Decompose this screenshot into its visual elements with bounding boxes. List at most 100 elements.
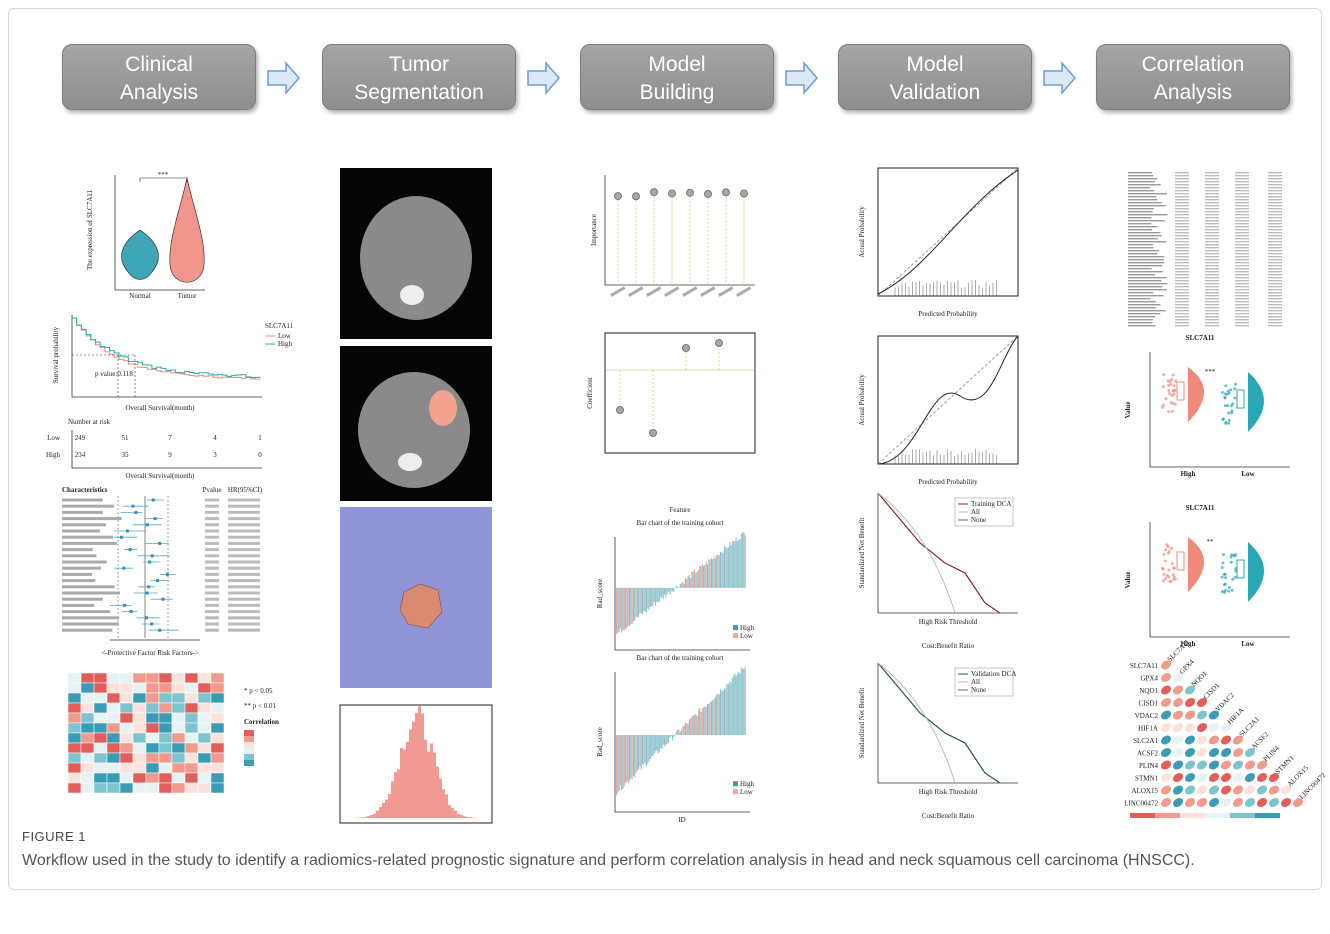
table-cell: [1235, 289, 1249, 290]
table-cell: [1175, 307, 1189, 308]
table-cell: [1205, 265, 1219, 266]
table-cell: [1175, 274, 1189, 275]
table-row: [1128, 229, 1152, 230]
heat-cell: [172, 673, 185, 683]
dot: [651, 189, 658, 196]
corr-key: [1155, 813, 1180, 818]
bar: [689, 719, 690, 735]
table-cell: [1235, 211, 1249, 212]
bar: [697, 572, 698, 588]
tick-text: [610, 286, 625, 297]
corr-cell: [1231, 784, 1245, 797]
jitter: [1228, 419, 1231, 422]
color-key: [244, 736, 254, 742]
row-text: [228, 604, 260, 607]
corr-cell: [1159, 734, 1173, 747]
table-row: [1128, 223, 1151, 224]
table-cell: [1268, 244, 1282, 245]
table-cell: [1205, 268, 1219, 269]
jitter: [1221, 590, 1224, 593]
heat-cell: [68, 773, 81, 783]
hist-bar: [364, 817, 367, 818]
table-cell: [1235, 184, 1249, 185]
bar: [643, 588, 644, 611]
heat-cell: [211, 753, 224, 763]
jitter: [1224, 589, 1227, 592]
dot: [669, 190, 676, 197]
table-cell: [1205, 286, 1219, 287]
bar: [632, 588, 633, 624]
heat-cell: [146, 733, 159, 743]
row-text: [205, 573, 219, 576]
bar: [628, 588, 629, 626]
ideal: [878, 336, 1018, 464]
row-text: [228, 610, 260, 613]
bar: [675, 735, 676, 736]
color-key: [244, 754, 254, 760]
bar: [740, 539, 741, 587]
heat-cell: [107, 783, 120, 793]
hist-bar: [424, 740, 427, 818]
table-cell: [1235, 175, 1249, 176]
corr-cell: [1207, 721, 1221, 734]
label: High: [46, 451, 61, 459]
corr-cell: [1183, 759, 1197, 772]
corr-cell: [1207, 734, 1221, 747]
bar: [725, 688, 726, 735]
table-cell: [1235, 304, 1249, 305]
label: LINC00472: [1124, 800, 1158, 808]
table-cell: [1175, 235, 1189, 236]
bar: [669, 735, 670, 738]
label: SLC7A11: [1130, 662, 1159, 670]
jitter: [1230, 411, 1233, 414]
hist-bar: [430, 743, 433, 818]
violin: [122, 230, 159, 280]
heat-cell: [211, 743, 224, 753]
table-cell: [1205, 271, 1219, 272]
hist-bar: [367, 816, 370, 818]
table-row: [1128, 187, 1150, 188]
bar: [629, 588, 630, 626]
table-cell: [1205, 256, 1219, 257]
table-row: [1128, 319, 1153, 320]
heat-cell: [211, 683, 224, 693]
table-row: [1128, 268, 1152, 269]
table-cell: [1175, 265, 1189, 266]
table-cell: [1268, 184, 1282, 185]
label: Low: [47, 434, 61, 442]
bar: [724, 546, 725, 588]
heat-cell: [185, 713, 198, 723]
table-cell: [1175, 175, 1189, 176]
label: Standardized Net Benefit: [858, 688, 866, 759]
table-cell: [1175, 325, 1189, 326]
corr-cell: [1195, 709, 1209, 722]
table-cell: [1268, 241, 1282, 242]
row-text: [205, 610, 219, 613]
ct-spine: [398, 453, 422, 471]
ideal: [878, 168, 1018, 296]
bar: [688, 724, 689, 735]
axis: [605, 175, 755, 285]
table-cell: [1235, 298, 1249, 299]
bar: [690, 718, 691, 735]
table-cell: [1205, 307, 1219, 308]
table-cell: [1268, 307, 1282, 308]
bar: [656, 735, 657, 750]
dot: [723, 189, 730, 196]
corr-cell: [1183, 746, 1197, 759]
table-cell: [1268, 235, 1282, 236]
label: None: [971, 686, 986, 694]
jitter: [1224, 422, 1227, 425]
heat-cell: [211, 713, 224, 723]
table-cell: [1205, 280, 1219, 281]
corr-cell: [1171, 746, 1185, 759]
hist-bar: [382, 803, 385, 818]
heat-cell: [133, 733, 146, 743]
table-cell: [1175, 184, 1189, 185]
heat-cell: [133, 693, 146, 703]
hist-bar: [457, 814, 460, 818]
bar: [617, 588, 618, 633]
table-cell: [1235, 223, 1249, 224]
corr-cell: [1159, 771, 1173, 784]
corr-cell: [1171, 721, 1185, 734]
